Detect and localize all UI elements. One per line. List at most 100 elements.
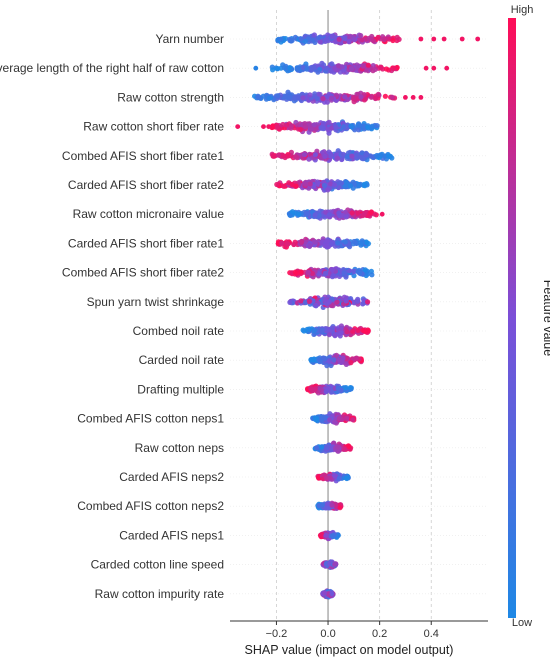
shap-point — [323, 532, 329, 539]
shap-point — [329, 125, 335, 131]
colorbar-low-label: Low — [512, 617, 532, 629]
shap-point — [362, 267, 368, 273]
shap-point — [235, 124, 241, 129]
shap-point — [291, 95, 297, 101]
shap-point — [306, 156, 312, 162]
shap-point — [325, 126, 331, 133]
shap-point — [348, 360, 354, 366]
shap-point — [362, 328, 368, 334]
shap-point — [301, 328, 307, 334]
shap-point — [253, 65, 259, 71]
shap-point — [326, 212, 333, 218]
shap-point — [328, 95, 335, 101]
shap-point — [333, 352, 340, 358]
shap-point — [382, 93, 388, 99]
shap-point — [317, 39, 323, 45]
shap-point — [343, 274, 349, 280]
feature-label: Carded noil rate — [139, 353, 225, 367]
shap-point — [369, 123, 375, 129]
shap-point — [423, 65, 429, 71]
shap-point — [307, 181, 313, 187]
shap-point — [348, 66, 354, 72]
feature-label: Combed AFIS cotton neps2 — [77, 499, 224, 513]
shap-point — [333, 92, 339, 98]
shap-point — [297, 126, 304, 133]
shap-point — [351, 37, 357, 43]
shap-point — [365, 299, 371, 305]
shap-point — [352, 180, 358, 187]
shap-point — [342, 239, 348, 245]
shap-point — [364, 271, 370, 277]
shap-point — [349, 153, 355, 159]
shap-point — [346, 443, 352, 450]
feature-label: Raw cotton neps — [135, 441, 224, 455]
shap-point — [323, 209, 329, 215]
feature-label: Carded AFIS neps2 — [119, 470, 224, 484]
beeswarm-points — [230, 32, 488, 600]
x-axis-title: SHAP value (impact on model output) — [245, 643, 454, 657]
shap-point — [365, 62, 371, 68]
shap-point — [324, 99, 330, 105]
shap-point — [349, 124, 355, 130]
shap-point — [305, 269, 311, 276]
shap-point — [281, 65, 287, 71]
shap-point — [319, 444, 325, 450]
shap-point — [270, 67, 276, 73]
shap-point — [314, 181, 321, 187]
shap-point — [289, 37, 295, 44]
shap-point — [330, 533, 336, 539]
shap-point — [360, 212, 366, 218]
shap-point — [322, 153, 328, 159]
shap-point — [340, 151, 346, 157]
shap-point — [336, 475, 342, 481]
shap-point — [308, 126, 314, 132]
shap-point — [330, 272, 336, 279]
shap-point — [355, 210, 361, 216]
shap-point — [326, 119, 332, 125]
shap-point — [296, 211, 302, 218]
shap-point — [337, 505, 343, 511]
shap-point — [312, 239, 318, 245]
shap-point — [255, 94, 262, 100]
shap-point — [287, 94, 293, 100]
shap-point — [334, 155, 341, 161]
shap-point — [372, 66, 378, 72]
shap-point — [300, 95, 306, 101]
shap-point — [336, 415, 342, 421]
shap-point — [389, 94, 395, 100]
shap-point — [309, 270, 315, 277]
shap-point — [356, 270, 363, 276]
shap-point — [343, 214, 349, 220]
shap-point — [335, 444, 341, 450]
shap-point — [350, 417, 356, 423]
feature-label: Carded AFIS short fiber rate2 — [68, 178, 224, 192]
shap-point — [328, 68, 334, 74]
shap-point — [374, 123, 380, 129]
shap-point — [315, 69, 321, 75]
shap-point — [377, 152, 384, 158]
feature-label: Carded cotton line speed — [91, 558, 224, 572]
shap-point — [347, 183, 353, 189]
shap-point — [320, 120, 326, 127]
shap-point — [316, 475, 322, 481]
shap-point — [373, 95, 379, 101]
shap-point — [302, 38, 308, 45]
shap-point — [317, 91, 323, 98]
x-tick-label: 0.2 — [372, 628, 387, 640]
shap-point — [358, 94, 364, 100]
shap-point — [365, 241, 371, 247]
shap-point — [311, 64, 317, 71]
colorbar-title: Feature value — [541, 280, 550, 356]
shap-point — [368, 94, 374, 100]
grid-lines — [276, 10, 432, 621]
x-tick-label: 0.4 — [424, 628, 439, 640]
shap-point — [431, 65, 437, 71]
shap-point — [356, 183, 362, 189]
shap-point — [379, 211, 385, 217]
shap-point — [323, 415, 329, 421]
shap-point — [360, 63, 366, 69]
feature-label: Combed AFIS short fiber rate2 — [62, 266, 224, 280]
shap-point — [323, 505, 329, 511]
shap-point — [343, 298, 349, 304]
shap-point — [327, 417, 333, 423]
